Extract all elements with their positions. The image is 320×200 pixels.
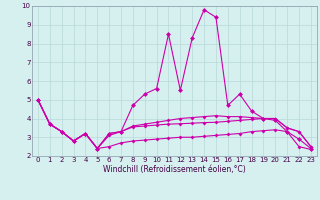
X-axis label: Windchill (Refroidissement éolien,°C): Windchill (Refroidissement éolien,°C) [103,165,246,174]
